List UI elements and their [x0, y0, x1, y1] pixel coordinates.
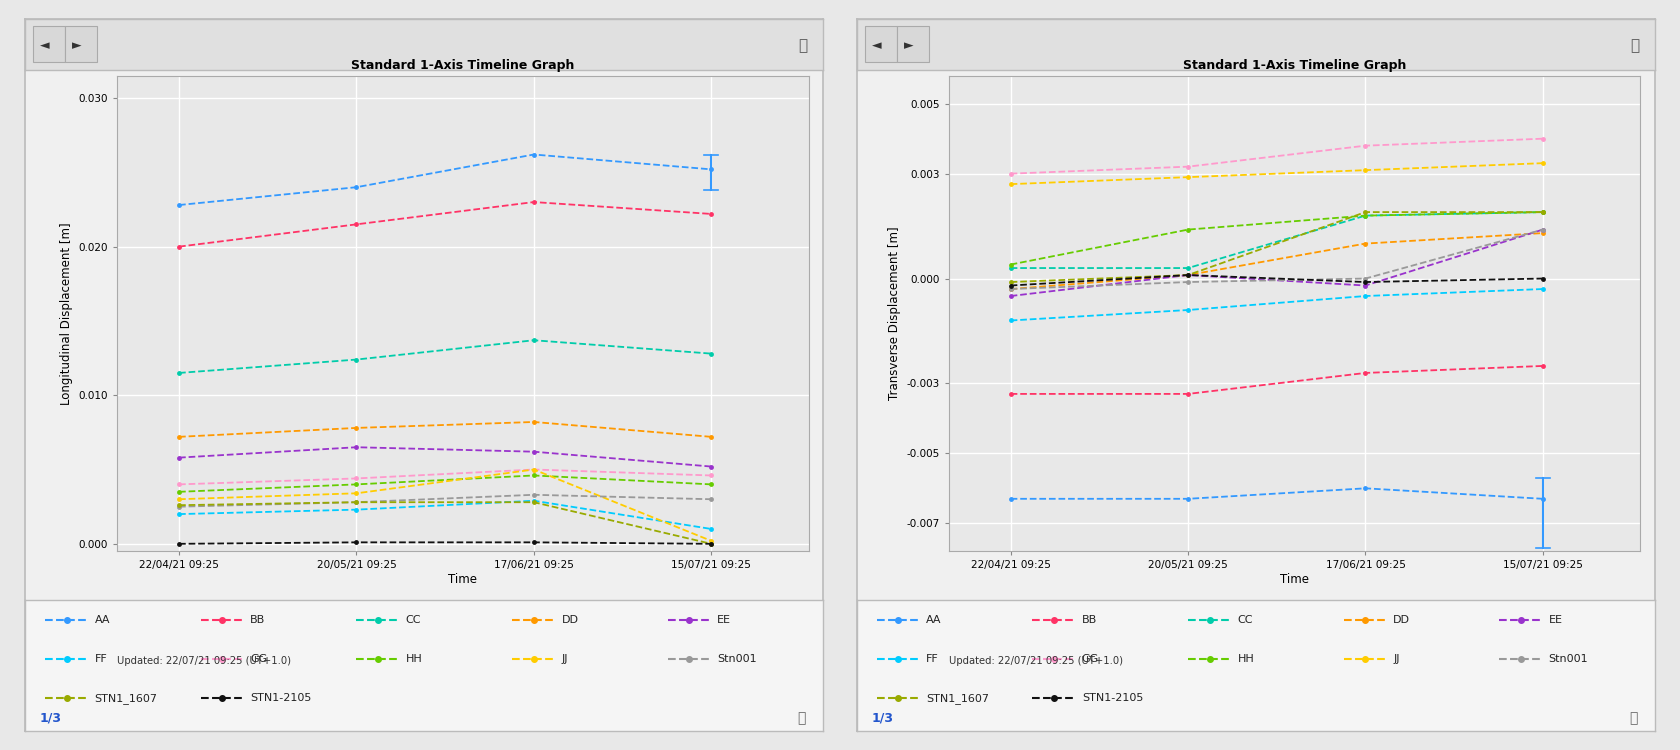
FancyBboxPatch shape: [66, 26, 97, 62]
Text: 1/3: 1/3: [40, 712, 62, 724]
Text: GG: GG: [250, 654, 267, 664]
Text: ⛉: ⛉: [1630, 38, 1640, 52]
Text: STN1-2105: STN1-2105: [250, 694, 311, 703]
Title: Standard 1-Axis Timeline Graph: Standard 1-Axis Timeline Graph: [1183, 58, 1406, 72]
Text: HH: HH: [1238, 654, 1255, 664]
Text: JJ: JJ: [1393, 654, 1399, 664]
Text: AA: AA: [926, 615, 942, 625]
Title: Standard 1-Axis Timeline Graph: Standard 1-Axis Timeline Graph: [351, 58, 575, 72]
Text: ►: ►: [904, 39, 914, 52]
Text: FF: FF: [94, 654, 108, 664]
Text: EE: EE: [1549, 615, 1562, 625]
X-axis label: Time: Time: [449, 573, 477, 586]
Text: ◄: ◄: [40, 39, 50, 52]
Text: ◄: ◄: [872, 39, 882, 52]
Text: AA: AA: [94, 615, 111, 625]
Text: DD: DD: [1393, 615, 1410, 625]
Text: STN1_1607: STN1_1607: [94, 693, 158, 704]
Text: EE: EE: [717, 615, 731, 625]
Text: Updated: 22/07/21 09:25 (UT+1.0): Updated: 22/07/21 09:25 (UT+1.0): [949, 656, 1122, 666]
Text: JJ: JJ: [561, 654, 568, 664]
Text: Updated: 22/07/21 09:25 (UT+1.0): Updated: 22/07/21 09:25 (UT+1.0): [118, 656, 291, 666]
X-axis label: Time: Time: [1280, 573, 1309, 586]
Text: ⛉: ⛉: [798, 38, 808, 52]
Text: STN1_1607: STN1_1607: [926, 693, 990, 704]
Text: STN1-2105: STN1-2105: [1082, 694, 1142, 703]
Text: CC: CC: [1238, 615, 1253, 625]
Text: ⛶: ⛶: [798, 711, 806, 725]
Text: 1/3: 1/3: [872, 712, 894, 724]
Y-axis label: Longitudinal Displacement [m]: Longitudinal Displacement [m]: [60, 222, 72, 405]
Text: DD: DD: [561, 615, 578, 625]
FancyBboxPatch shape: [34, 26, 66, 62]
FancyBboxPatch shape: [865, 26, 897, 62]
Text: ⛶: ⛶: [1630, 711, 1638, 725]
Text: HH: HH: [407, 654, 423, 664]
Text: FF: FF: [926, 654, 939, 664]
Text: Stn001: Stn001: [717, 654, 756, 664]
Text: GG: GG: [1082, 654, 1099, 664]
Text: BB: BB: [1082, 615, 1097, 625]
FancyBboxPatch shape: [897, 26, 929, 62]
Text: ►: ►: [72, 39, 82, 52]
Text: CC: CC: [407, 615, 422, 625]
Y-axis label: Transverse Displacement [m]: Transverse Displacement [m]: [887, 226, 900, 400]
Text: BB: BB: [250, 615, 265, 625]
Text: Stn001: Stn001: [1549, 654, 1588, 664]
